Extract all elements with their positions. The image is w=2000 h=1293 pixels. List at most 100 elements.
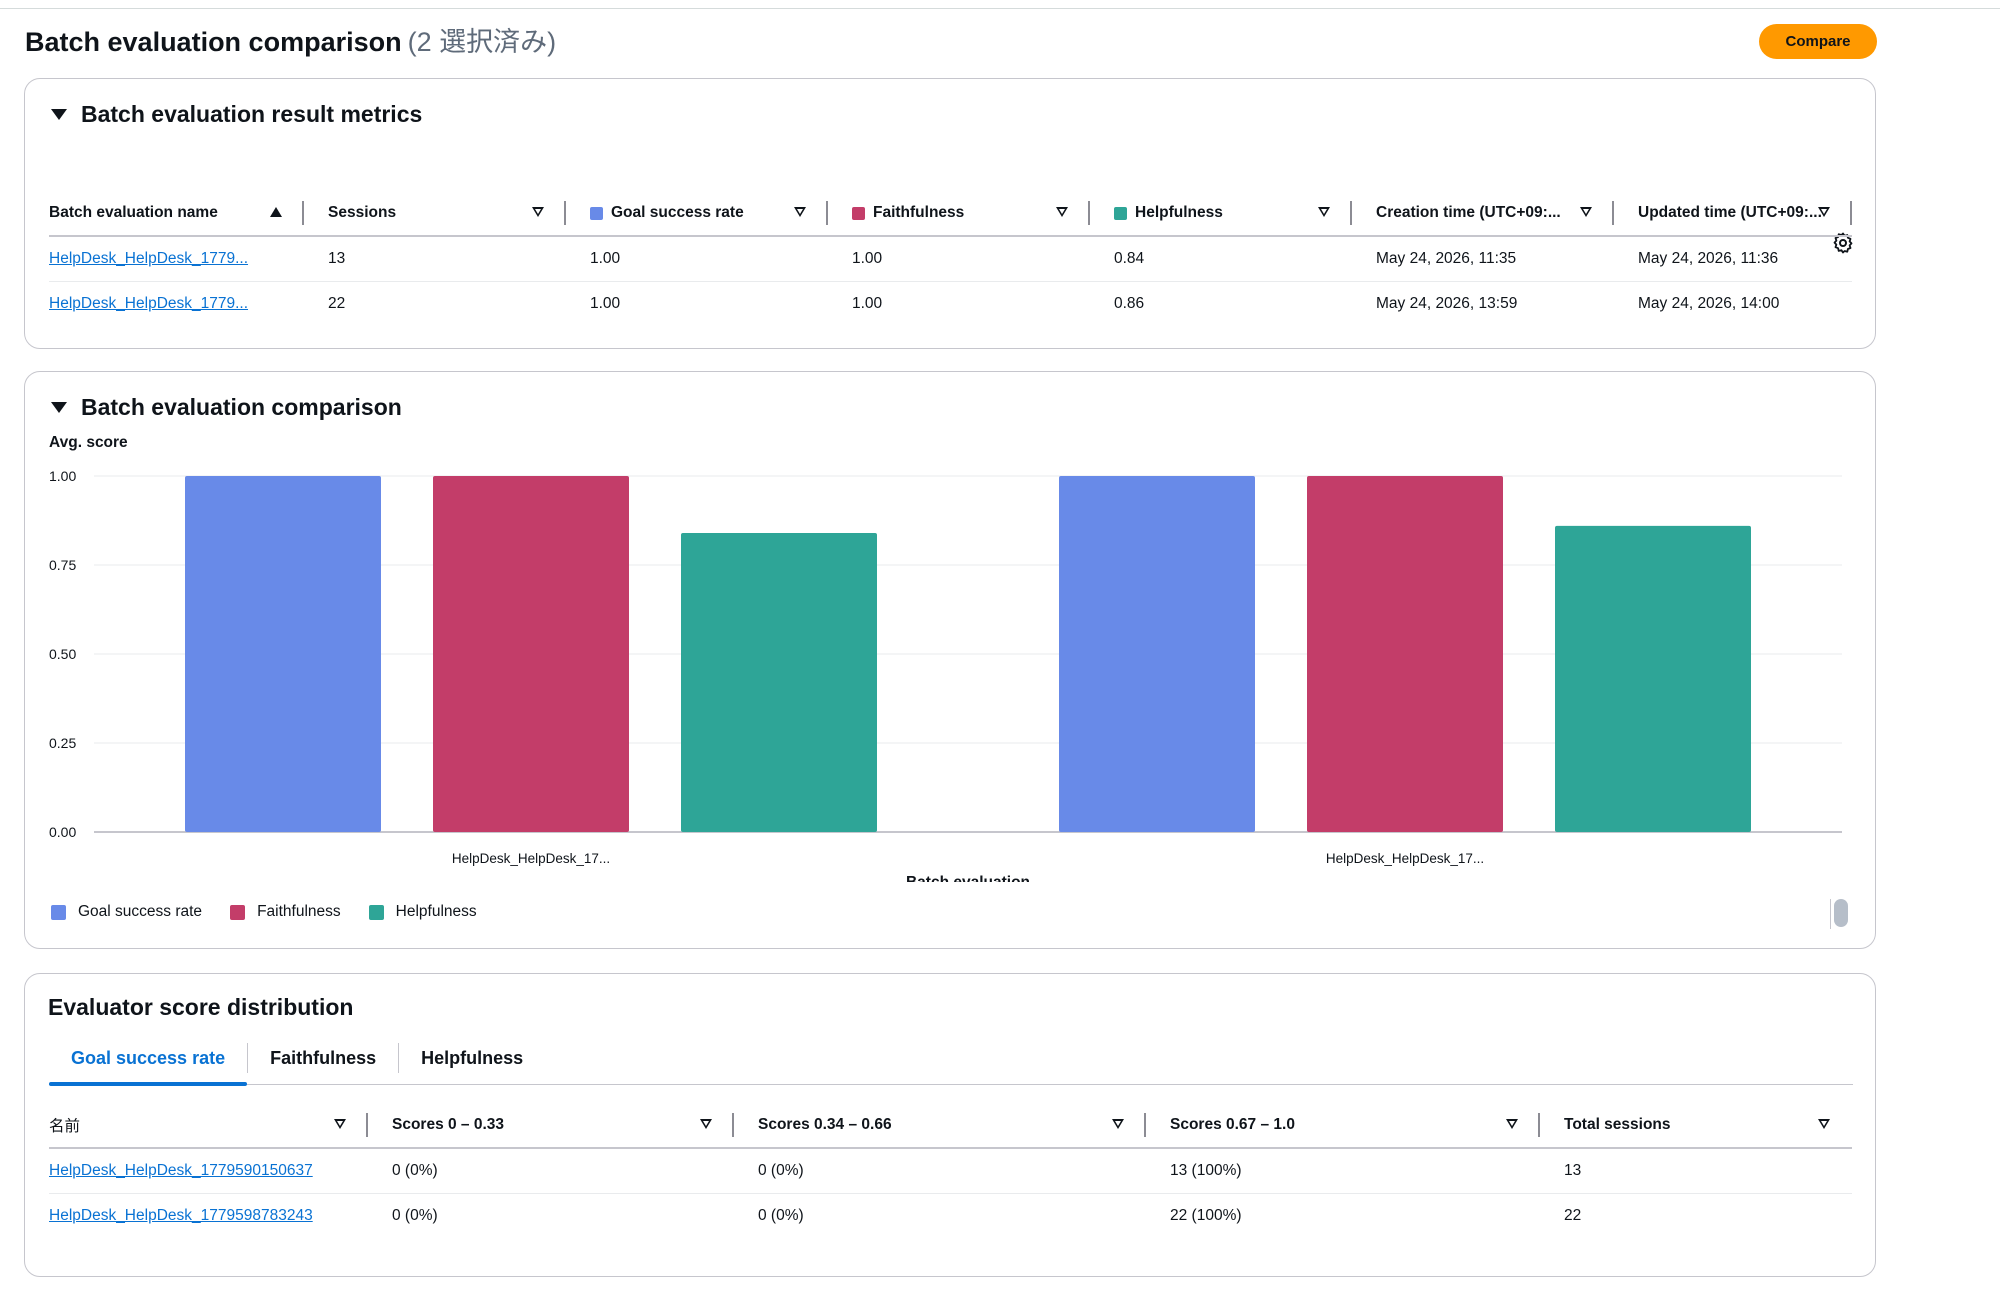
col-goal-success[interactable]: Goal success rate [566, 191, 828, 236]
col-updated-time[interactable]: Updated time (UTC+09:... [1614, 191, 1852, 236]
bar-faithfulness [1307, 476, 1503, 832]
column-resizer[interactable] [1612, 201, 1614, 225]
helpfulness-cell: 0.84 [1090, 235, 1352, 282]
col-sessions[interactable]: Sessions [304, 191, 566, 236]
bar-helpfulness [1555, 525, 1751, 832]
col-name[interactable]: 名前 [49, 1103, 368, 1148]
column-resizer[interactable] [826, 201, 828, 225]
sort-icon[interactable] [1818, 207, 1830, 217]
column-resizer[interactable] [1350, 201, 1352, 225]
batch-name-link[interactable]: HelpDesk_HelpDesk_1779... [49, 295, 249, 312]
top-divider [0, 8, 2000, 9]
tab-helpfulness[interactable]: Helpfulness [421, 1048, 524, 1068]
faithfulness-cell: 1.00 [828, 281, 1090, 326]
updated-time-cell: May 24, 2026, 11:36 [1614, 235, 1852, 282]
distribution-tabs: Goal success rate Faithfulness Helpfulne… [49, 1032, 1853, 1086]
scores-mid-cell: 0 (0%) [734, 1193, 1146, 1238]
col-scores-low[interactable]: Scores 0 – 0.33 [368, 1103, 734, 1148]
col-faithfulness[interactable]: Faithfulness [828, 191, 1090, 236]
y-tick-label: 0.00 [49, 824, 76, 840]
legend-item-goal[interactable]: Goal success rate [51, 903, 202, 921]
table-row: HelpDesk_HelpDesk_1779598783243 0 (0%) 0… [49, 1193, 1852, 1238]
sort-icon[interactable] [1506, 1119, 1518, 1129]
table-row: HelpDesk_HelpDesk_1779590150637 0 (0%) 0… [49, 1147, 1852, 1194]
col-scores-mid[interactable]: Scores 0.34 – 0.66 [734, 1103, 1146, 1148]
column-resizer[interactable] [366, 1113, 368, 1137]
sort-icon[interactable] [1318, 207, 1330, 217]
goal-cell: 1.00 [566, 235, 828, 282]
helpfulness-cell: 0.86 [1090, 281, 1352, 326]
sort-ascending-icon[interactable] [270, 207, 282, 217]
y-tick-label: 0.75 [49, 557, 76, 573]
comparison-header[interactable]: Batch evaluation comparison [49, 392, 402, 422]
scores-low-cell: 0 (0%) [368, 1193, 734, 1238]
sort-icon[interactable] [532, 207, 544, 217]
column-resizer[interactable] [564, 201, 566, 225]
sort-icon[interactable] [700, 1119, 712, 1129]
sessions-cell: 13 [304, 235, 566, 282]
total-sessions-cell: 13 [1540, 1147, 1852, 1194]
col-creation-time[interactable]: Creation time (UTC+09:... [1352, 191, 1614, 236]
sort-icon[interactable] [1580, 207, 1592, 217]
col-scores-high[interactable]: Scores 0.67 – 1.0 [1146, 1103, 1540, 1148]
scores-high-cell: 22 (100%) [1146, 1193, 1540, 1238]
x-tick-label: HelpDesk_HelpDesk_17... [1326, 851, 1484, 866]
sort-icon[interactable] [1112, 1119, 1124, 1129]
sort-icon[interactable] [334, 1119, 346, 1129]
legend-swatch-icon [230, 904, 246, 920]
sort-icon[interactable] [1056, 207, 1068, 217]
goal-cell: 1.00 [566, 281, 828, 326]
column-resizer[interactable] [1538, 1113, 1540, 1137]
y-tick-label: 1.00 [49, 468, 76, 484]
scores-mid-cell: 0 (0%) [734, 1147, 1146, 1194]
col-batch-name[interactable]: Batch evaluation name [49, 191, 304, 236]
total-sessions-cell: 22 [1540, 1193, 1852, 1238]
legend-swatch-icon [51, 904, 66, 920]
compare-button[interactable]: Compare [1759, 24, 1877, 59]
table-row: HelpDesk_HelpDesk_1779... 13 1.00 1.00 0… [49, 235, 1852, 282]
bar-goal-success-rate [185, 476, 381, 832]
result-metrics-panel: Batch evaluation result metrics Batch ev… [24, 78, 1876, 349]
score-distribution-panel: Evaluator score distribution Goal succes… [24, 973, 1876, 1277]
chart-legend: Goal success rate Faithfulness Helpfulne… [51, 903, 505, 921]
tab-faithfulness[interactable]: Faithfulness [270, 1048, 377, 1068]
tab-divider [247, 1043, 249, 1073]
sort-icon[interactable] [1818, 1119, 1830, 1129]
tab-divider [398, 1043, 400, 1073]
distribution-table-header: 名前 Scores 0 – 0.33 Scores 0.34 – 0.66 Sc… [49, 1103, 1852, 1148]
bar-goal-success-rate [1059, 476, 1255, 832]
page-title: Batch evaluation comparison (2 選択済み) [25, 24, 556, 60]
collapse-caret-icon[interactable] [51, 108, 67, 120]
column-resizer[interactable] [1088, 201, 1090, 225]
batch-name-link[interactable]: HelpDesk_HelpDesk_1779590150637 [49, 1162, 313, 1179]
col-helpfulness[interactable]: Helpfulness [1090, 191, 1352, 236]
selected-count: (2 選択済み) [407, 27, 557, 57]
creation-time-cell: May 24, 2026, 13:59 [1352, 281, 1614, 326]
sort-icon[interactable] [794, 207, 806, 217]
tab-goal-success-rate[interactable]: Goal success rate [49, 1032, 248, 1086]
column-resizer[interactable] [1144, 1113, 1146, 1137]
sessions-cell: 22 [304, 281, 566, 326]
legend-item-helpfulness[interactable]: Helpfulness [368, 903, 477, 921]
batch-name-link[interactable]: HelpDesk_HelpDesk_1779... [49, 250, 249, 267]
batch-name-link[interactable]: HelpDesk_HelpDesk_1779598783243 [49, 1207, 313, 1224]
col-total-sessions[interactable]: Total sessions [1540, 1103, 1852, 1148]
x-tick-label: HelpDesk_HelpDesk_17... [452, 851, 610, 866]
scores-high-cell: 13 (100%) [1146, 1147, 1540, 1194]
legend-scrollbar[interactable] [1834, 899, 1848, 927]
x-axis-label: Batch evaluation [906, 874, 1030, 882]
distribution-table: 名前 Scores 0 – 0.33 Scores 0.34 – 0.66 Sc… [49, 1103, 1852, 1238]
legend-item-faithfulness[interactable]: Faithfulness [230, 903, 341, 921]
column-resizer[interactable] [302, 201, 304, 225]
result-metrics-header[interactable]: Batch evaluation result metrics [49, 99, 422, 129]
y-tick-label: 0.25 [49, 735, 76, 751]
creation-time-cell: May 24, 2026, 11:35 [1352, 235, 1614, 282]
collapse-caret-icon[interactable] [51, 401, 67, 413]
result-metrics-title: Batch evaluation result metrics [81, 101, 423, 127]
y-axis-label: Avg. score [49, 434, 128, 451]
legend-swatch-icon [368, 904, 384, 920]
column-resizer[interactable] [1850, 201, 1852, 225]
bar-faithfulness [433, 476, 629, 832]
bar-chart: 0.00 0.25 0.50 0.75 1.00 HelpDesk_HelpDesk_17… [49, 468, 1842, 882]
column-resizer[interactable] [732, 1113, 734, 1137]
